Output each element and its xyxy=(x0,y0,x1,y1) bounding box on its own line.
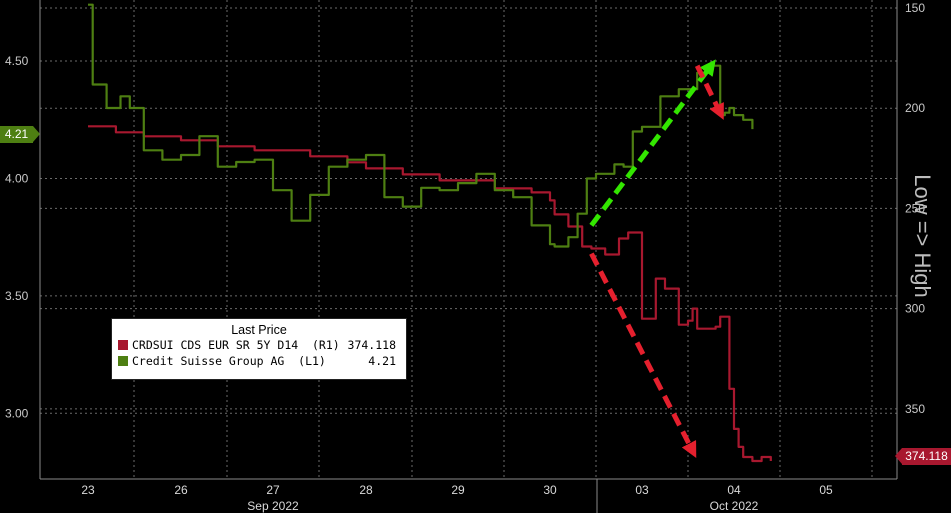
right-tick-label: 300 xyxy=(905,302,925,316)
legend-value-cds: 374.118 xyxy=(347,338,396,352)
x-axis-labels: 23 26 27 28 29 30 03 04 05 Sep 2022 Oct 2022 xyxy=(81,483,833,513)
x-day-label: 28 xyxy=(359,483,373,497)
right-axis-title: Low => High xyxy=(910,174,935,298)
x-day-label: 04 xyxy=(727,483,741,497)
last-price-badge-right: 374.118 xyxy=(895,448,951,465)
x-day-label: 26 xyxy=(174,483,188,497)
y-axis-labels: 3.00 3.50 4.00 4.50 150 200 250 300 350 xyxy=(5,1,925,420)
legend-entry-stock: Credit Suisse Group AG (L1) 4.21 xyxy=(112,353,406,369)
series-layer xyxy=(88,3,772,463)
legend-value-stock: 4.21 xyxy=(368,354,396,368)
x-day-label: 03 xyxy=(635,483,649,497)
x-day-label: 05 xyxy=(819,483,833,497)
annotation-layer xyxy=(589,59,724,458)
grid-lines xyxy=(40,0,897,479)
series-line-stock xyxy=(88,3,754,248)
series-line-cds xyxy=(88,125,772,463)
annotation-arrow-up-0 xyxy=(589,59,716,227)
annotation-arrow-down-1 xyxy=(694,64,724,120)
x-month-label: Sep 2022 xyxy=(247,499,299,513)
legend-name-stock: Credit Suisse Group AG (L1) xyxy=(132,354,326,368)
right-tick-label: 200 xyxy=(905,101,925,115)
annotation-arrow-down-2 xyxy=(589,252,697,458)
right-tick-label: 250 xyxy=(905,201,925,215)
x-day-label: 30 xyxy=(543,483,557,497)
left-tick-label: 4.00 xyxy=(5,171,29,185)
legend-swatch-cds xyxy=(118,340,128,350)
axes xyxy=(39,0,898,513)
x-day-label: 27 xyxy=(266,483,280,497)
x-day-label: 29 xyxy=(451,483,465,497)
x-month-label: Oct 2022 xyxy=(710,499,759,513)
legend-name-cds: CRDSUI CDS EUR SR 5Y D14 (R1) xyxy=(132,338,340,352)
right-tick-label: 350 xyxy=(905,402,925,416)
left-tick-label: 3.00 xyxy=(5,406,29,420)
last-price-badge-left: 4.21 xyxy=(0,126,40,143)
left-tick-label: 4.50 xyxy=(5,54,29,68)
legend-entry-cds: CRDSUI CDS EUR SR 5Y D14 (R1) 374.118 xyxy=(112,337,406,353)
left-tick-label: 3.50 xyxy=(5,289,29,303)
legend-title: Last Price xyxy=(231,323,287,337)
x-day-label: 23 xyxy=(81,483,95,497)
legend: Last Price CRDSUI CDS EUR SR 5Y D14 (R1)… xyxy=(111,318,407,380)
legend-swatch-stock xyxy=(118,356,128,366)
right-tick-label: 150 xyxy=(905,1,925,15)
